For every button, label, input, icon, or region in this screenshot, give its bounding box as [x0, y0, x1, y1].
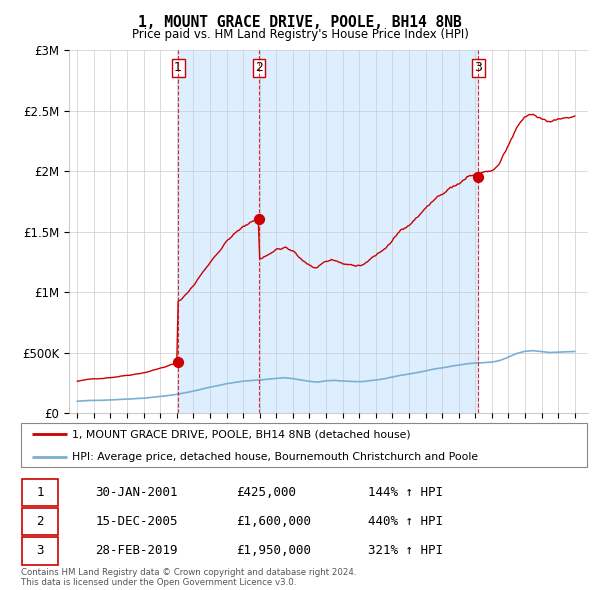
Text: 1, MOUNT GRACE DRIVE, POOLE, BH14 8NB: 1, MOUNT GRACE DRIVE, POOLE, BH14 8NB — [138, 15, 462, 30]
Text: This data is licensed under the Open Government Licence v3.0.: This data is licensed under the Open Gov… — [21, 578, 296, 587]
Text: 3: 3 — [474, 61, 482, 74]
Text: 30-JAN-2001: 30-JAN-2001 — [95, 486, 178, 499]
Text: HPI: Average price, detached house, Bournemouth Christchurch and Poole: HPI: Average price, detached house, Bour… — [73, 452, 479, 462]
FancyBboxPatch shape — [22, 537, 58, 565]
Text: 28-FEB-2019: 28-FEB-2019 — [95, 545, 178, 558]
Bar — [178, 50, 259, 413]
Text: 440% ↑ HPI: 440% ↑ HPI — [368, 515, 443, 528]
FancyBboxPatch shape — [22, 478, 58, 506]
Text: 321% ↑ HPI: 321% ↑ HPI — [368, 545, 443, 558]
Text: 1: 1 — [174, 61, 182, 74]
Point — [173, 357, 183, 366]
Text: 2: 2 — [255, 61, 263, 74]
FancyBboxPatch shape — [21, 423, 587, 467]
Bar — [259, 50, 478, 413]
Point — [254, 215, 264, 224]
Text: 1: 1 — [36, 486, 44, 499]
Text: 1, MOUNT GRACE DRIVE, POOLE, BH14 8NB (detached house): 1, MOUNT GRACE DRIVE, POOLE, BH14 8NB (d… — [73, 429, 411, 439]
Text: 3: 3 — [36, 545, 44, 558]
Text: £1,950,000: £1,950,000 — [236, 545, 311, 558]
Text: 15-DEC-2005: 15-DEC-2005 — [95, 515, 178, 528]
Text: Contains HM Land Registry data © Crown copyright and database right 2024.: Contains HM Land Registry data © Crown c… — [21, 568, 356, 576]
Text: Price paid vs. HM Land Registry's House Price Index (HPI): Price paid vs. HM Land Registry's House … — [131, 28, 469, 41]
Text: 2: 2 — [36, 515, 44, 528]
Text: 144% ↑ HPI: 144% ↑ HPI — [368, 486, 443, 499]
Text: £425,000: £425,000 — [236, 486, 296, 499]
Text: £1,600,000: £1,600,000 — [236, 515, 311, 528]
FancyBboxPatch shape — [22, 508, 58, 535]
Point — [473, 172, 483, 182]
